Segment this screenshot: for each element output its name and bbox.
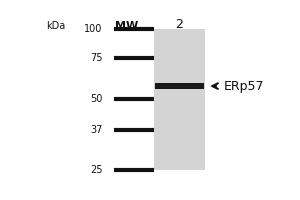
Text: 75: 75 [90, 53, 103, 63]
Bar [154, 29, 205, 170]
Text: ERp57: ERp57 [224, 80, 264, 93]
Text: 100: 100 [84, 24, 103, 34]
Text: 50: 50 [90, 94, 103, 104]
Text: 2: 2 [176, 18, 183, 31]
Text: 37: 37 [90, 125, 103, 135]
Text: 25: 25 [90, 165, 103, 175]
Text: MW: MW [116, 21, 139, 31]
Text: kDa: kDa [46, 21, 66, 31]
Bar [155, 83, 204, 89]
